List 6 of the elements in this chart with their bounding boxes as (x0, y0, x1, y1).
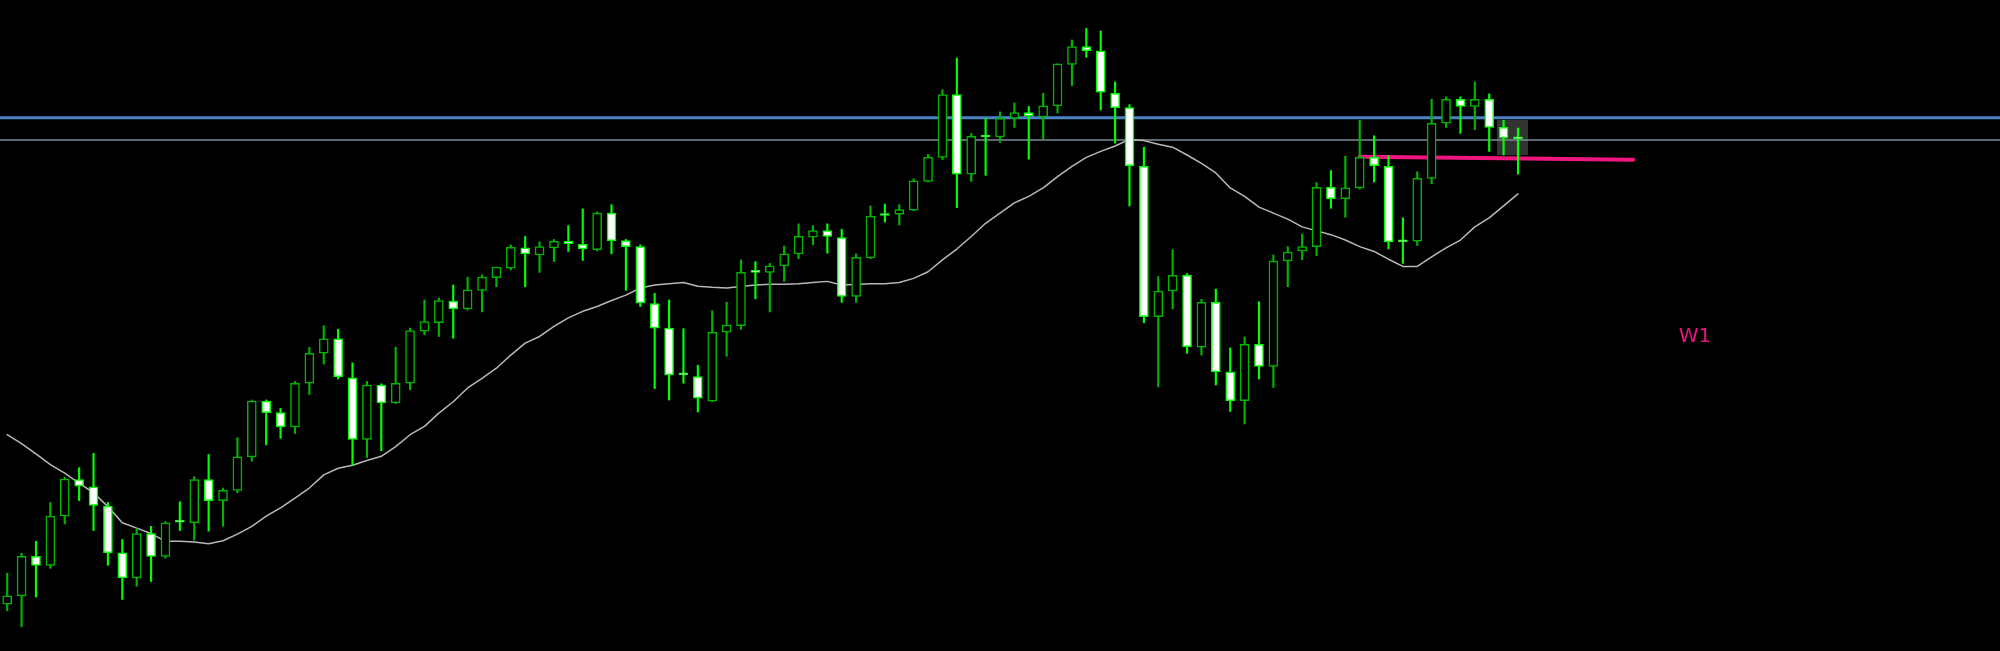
candlestick (1455, 96, 1466, 134)
candlestick (534, 241, 545, 273)
candlestick (419, 299, 430, 336)
candlestick (88, 452, 99, 531)
candlestick (678, 328, 689, 384)
annotation: W1 (1678, 323, 1712, 348)
